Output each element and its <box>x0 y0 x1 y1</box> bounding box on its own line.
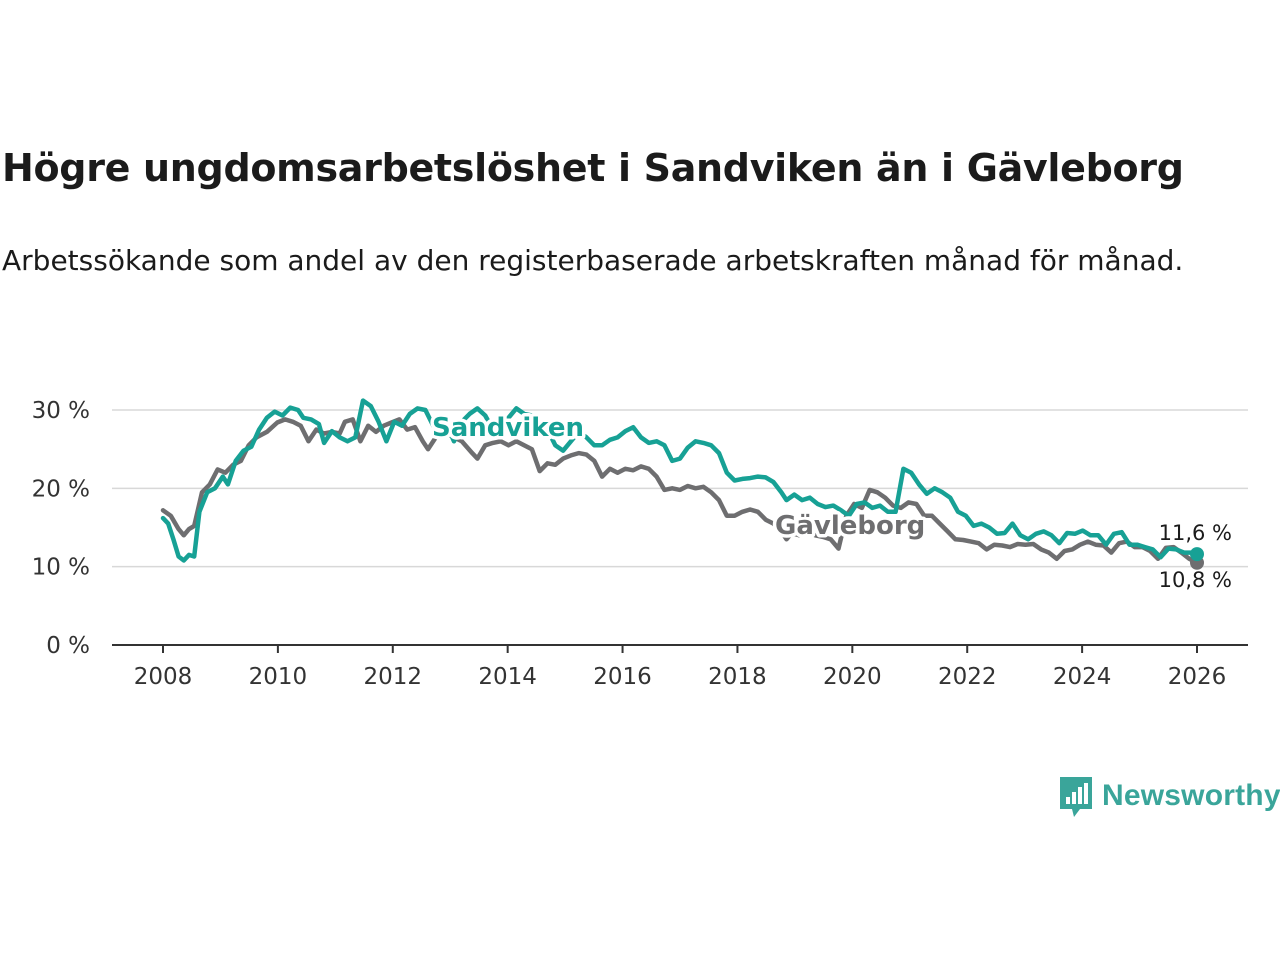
y-tick-label: 30 % <box>32 398 90 424</box>
x-tick-label: 2010 <box>249 664 308 690</box>
x-tick-label: 2026 <box>1168 664 1227 690</box>
chart-title: Högre ungdomsarbetslöshet i Sandviken än… <box>2 146 1184 190</box>
chart-subtitle: Arbetssökande som andel av den registerb… <box>2 244 1184 277</box>
newsworthy-logo-icon <box>1060 777 1092 817</box>
x-tick-label: 2016 <box>593 664 652 690</box>
y-tick-label: 0 % <box>46 633 90 659</box>
y-axis-tick-labels: 0 % 10 % 20 % 30 % <box>32 398 90 659</box>
series-name-label-g-vleborg: Gävleborg <box>775 511 925 541</box>
end-point-sandviken <box>1190 547 1204 562</box>
y-tick-label: 10 % <box>32 555 90 581</box>
x-tick-label: 2022 <box>938 664 997 690</box>
newsworthy-logo: Newsworthy <box>1058 773 1280 819</box>
series-lines <box>160 398 1204 570</box>
x-tick-label: 2024 <box>1053 664 1112 690</box>
brand-name: Newsworthy <box>1102 779 1280 812</box>
x-tick-label: 2012 <box>364 664 423 690</box>
series-line-sandviken <box>160 398 1200 563</box>
end-value-label-sandviken: 11,6 % <box>1159 521 1232 545</box>
x-tick-label: 2014 <box>478 664 537 690</box>
y-tick-label: 20 % <box>32 476 90 502</box>
x-tick-label: 2008 <box>134 664 193 690</box>
line-chart: 0 % 10 % 20 % 30 % 2008 2010 2012 2014 2016 2018… <box>32 398 1248 690</box>
series-name-label-sandviken: Sandviken <box>432 413 584 443</box>
series-labels: 10,8 % 11,6 % Sandviken Gävleborg <box>429 410 1233 593</box>
x-tick-label: 2018 <box>708 664 767 690</box>
end-value-label-g-vleborg: 10,8 % <box>1159 568 1232 592</box>
series-line-g-vleborg <box>160 417 1200 566</box>
x-tick-label: 2020 <box>823 664 882 690</box>
x-axis: 2008 2010 2012 2014 2016 2018 2020 2022 2024 2026 <box>112 644 1248 690</box>
